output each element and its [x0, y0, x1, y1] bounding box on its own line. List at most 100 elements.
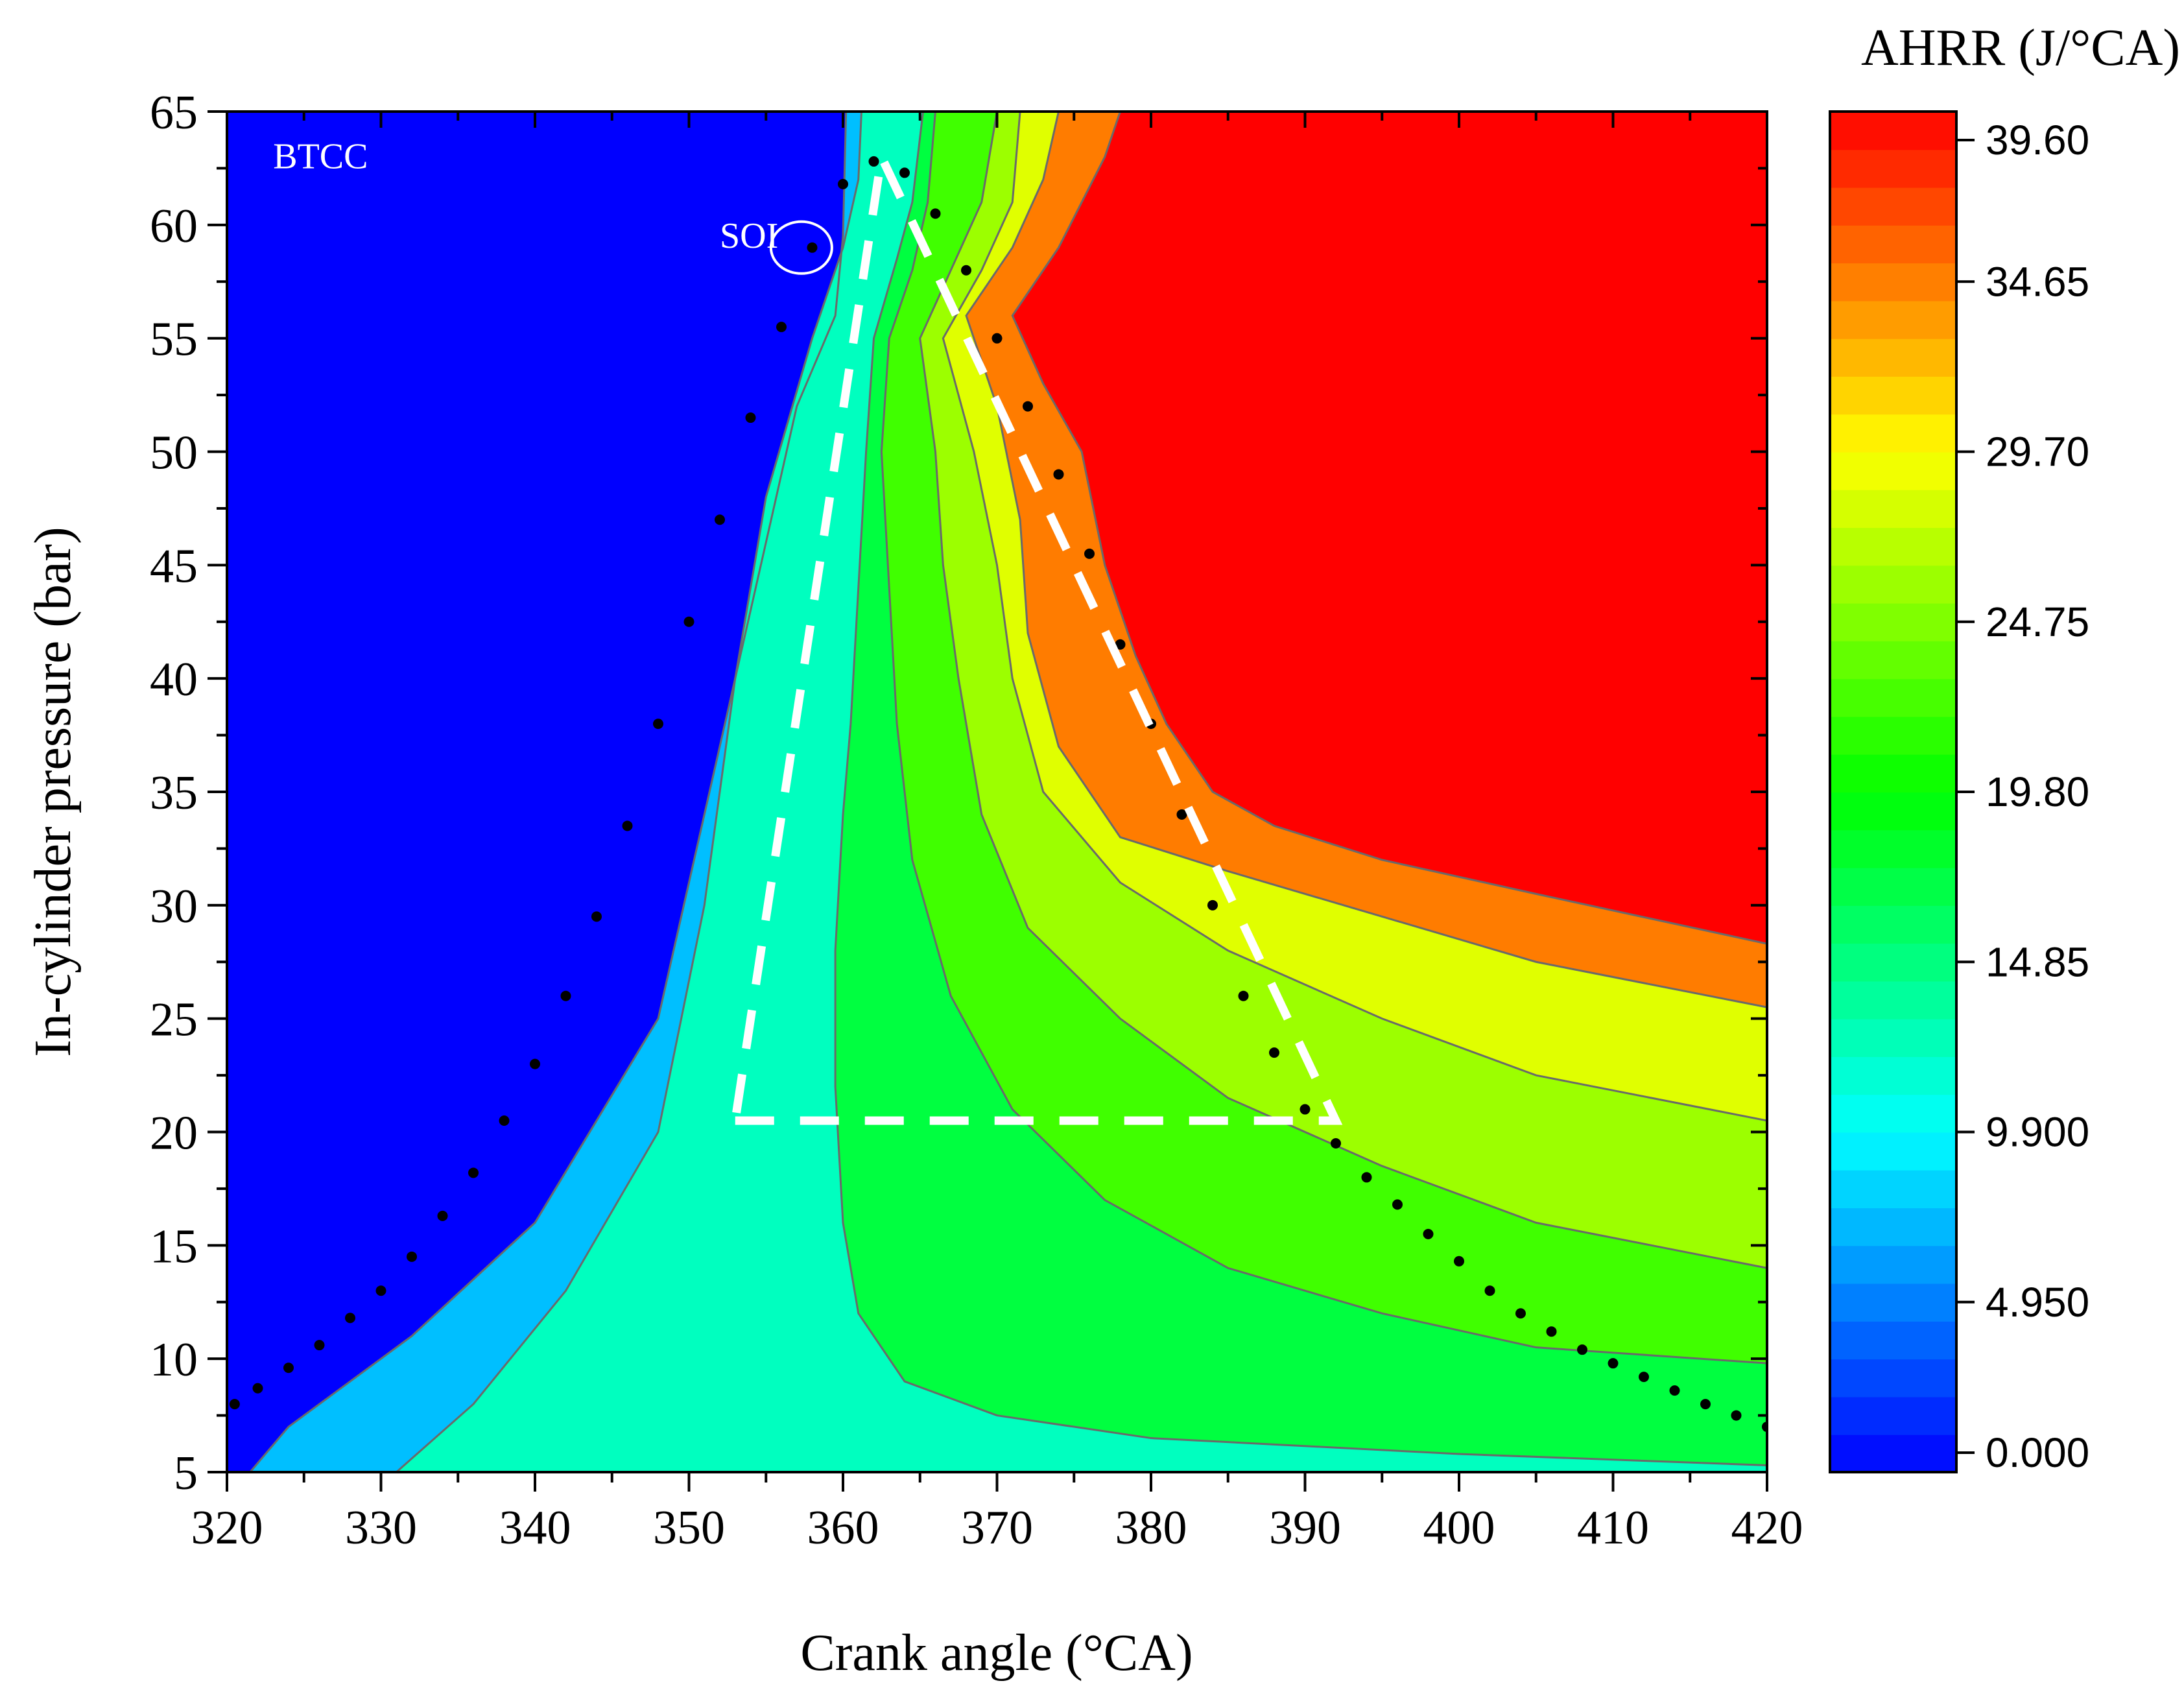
curve-point [930, 208, 941, 219]
colorbar: 0.000 4.950 9.900 14.85 19.80 24.75 29.70 34.65… [1829, 19, 2180, 1476]
curve-point [1392, 1199, 1403, 1210]
colorbar-step [1830, 1434, 1956, 1473]
colorbar-step [1830, 375, 1956, 415]
colorbar-step [1830, 602, 1956, 641]
curve-point [1176, 809, 1187, 820]
y-tick-label: 5 [174, 1447, 198, 1500]
curve-point [776, 322, 787, 333]
colorbar-step [1830, 451, 1956, 490]
colorbar-step [1830, 1283, 1956, 1322]
colorbar-step [1830, 678, 1956, 717]
curve-point [345, 1313, 355, 1324]
colorbar-step [1830, 1018, 1956, 1057]
curve-point [314, 1340, 325, 1351]
curve-point [499, 1115, 510, 1126]
y-axis-label: In-cylinder pressure (bar) [25, 527, 82, 1056]
curve-point [1484, 1285, 1495, 1296]
colorbar-step [1830, 149, 1956, 188]
curve-point [560, 990, 571, 1001]
contour-line-8 [1011, 112, 1767, 945]
curve-point [807, 242, 818, 253]
colorbar-tick-label: 24.75 [1986, 599, 2089, 645]
colorbar-steps [1830, 112, 1956, 1473]
y-tick-label: 35 [150, 767, 198, 820]
curve-point [283, 1363, 294, 1374]
colorbar-step [1830, 489, 1956, 529]
colorbar-step [1830, 867, 1956, 906]
curve-point [1053, 469, 1064, 480]
colorbar-step [1830, 1169, 1956, 1209]
curve-point [838, 178, 848, 189]
colorbar-step [1830, 981, 1956, 1019]
curve-point [1546, 1326, 1557, 1337]
soi-marker [769, 220, 833, 275]
colorbar-tick-label: 14.85 [1986, 938, 2089, 985]
curve-point [1023, 401, 1033, 412]
colorbar-step [1830, 829, 1956, 868]
contour-line-2 [396, 112, 862, 1472]
x-tick-label: 360 [807, 1501, 879, 1554]
dashed-outline [731, 142, 1343, 1125]
colorbar-step [1830, 414, 1956, 453]
curve-point [1423, 1228, 1434, 1239]
curve-point [1577, 1344, 1587, 1355]
x-tick-label: 420 [1731, 1501, 1803, 1554]
curve-point [683, 616, 694, 627]
x-tick-label: 370 [961, 1501, 1033, 1554]
colorbar-tick-label: 9.900 [1986, 1109, 2089, 1156]
annotation-soi: SOI [720, 216, 778, 256]
colorbar-tick-label: 29.70 [1986, 429, 2089, 475]
curve-point [715, 514, 725, 525]
colorbar-step [1830, 565, 1956, 604]
x-tick-label: 400 [1423, 1501, 1495, 1554]
curve-point [1608, 1358, 1619, 1369]
curve-point [868, 156, 879, 167]
curve-point [1269, 1047, 1279, 1058]
curve-point [1361, 1172, 1372, 1183]
colorbar-step [1830, 187, 1956, 226]
colorbar-tick-label: 39.60 [1986, 117, 2089, 163]
annotation-btcc: BTCC [273, 136, 368, 176]
curve-point [437, 1210, 448, 1221]
colorbar-step [1830, 224, 1956, 264]
x-tick-label: 390 [1269, 1501, 1341, 1554]
colorbar-ticks: 0.000 4.950 9.900 14.85 19.80 24.75 29.70 34.65… [1956, 117, 2089, 1476]
curve-point [1669, 1385, 1680, 1396]
curve-point [1300, 1104, 1311, 1115]
plot-area: BTCC SOI [227, 112, 1767, 1472]
colorbar-step [1830, 1245, 1956, 1284]
curve-point [375, 1285, 386, 1296]
x-tick-label: 330 [345, 1501, 417, 1554]
y-tick-label: 20 [150, 1107, 198, 1160]
curve-point [1515, 1308, 1526, 1319]
y-tick-label: 25 [150, 994, 198, 1047]
y-tick-label: 30 [150, 880, 198, 933]
y-tick-label: 15 [150, 1220, 198, 1273]
colorbar-title: AHRR (J/°CA) [1861, 19, 2180, 77]
curve-point [252, 1383, 263, 1394]
contour-line-1 [249, 112, 848, 1472]
colorbar-step [1830, 943, 1956, 982]
colorbar-step [1830, 112, 1956, 150]
colorbar-tick-label: 0.000 [1986, 1429, 2089, 1476]
y-tick-label: 45 [150, 540, 198, 593]
curve-point [991, 333, 1003, 344]
colorbar-step [1830, 905, 1956, 944]
curve-point [1084, 548, 1095, 559]
curve-point [530, 1058, 540, 1069]
colorbar-step [1830, 527, 1956, 566]
dotted-curve [229, 156, 1767, 1433]
colorbar-step [1830, 263, 1956, 302]
curve-point [1238, 990, 1249, 1001]
contour-lines [249, 112, 1767, 1472]
y-tick-label: 50 [150, 427, 198, 480]
curve-point [622, 820, 633, 831]
x-tick-label: 320 [191, 1501, 263, 1554]
colorbar-tick-label: 34.65 [1986, 258, 2089, 305]
colorbar-step [1830, 1396, 1956, 1435]
y-tick-label: 60 [150, 200, 198, 253]
x-tick-label: 380 [1115, 1501, 1187, 1554]
colorbar-step [1830, 716, 1956, 755]
colorbar-step [1830, 338, 1956, 377]
